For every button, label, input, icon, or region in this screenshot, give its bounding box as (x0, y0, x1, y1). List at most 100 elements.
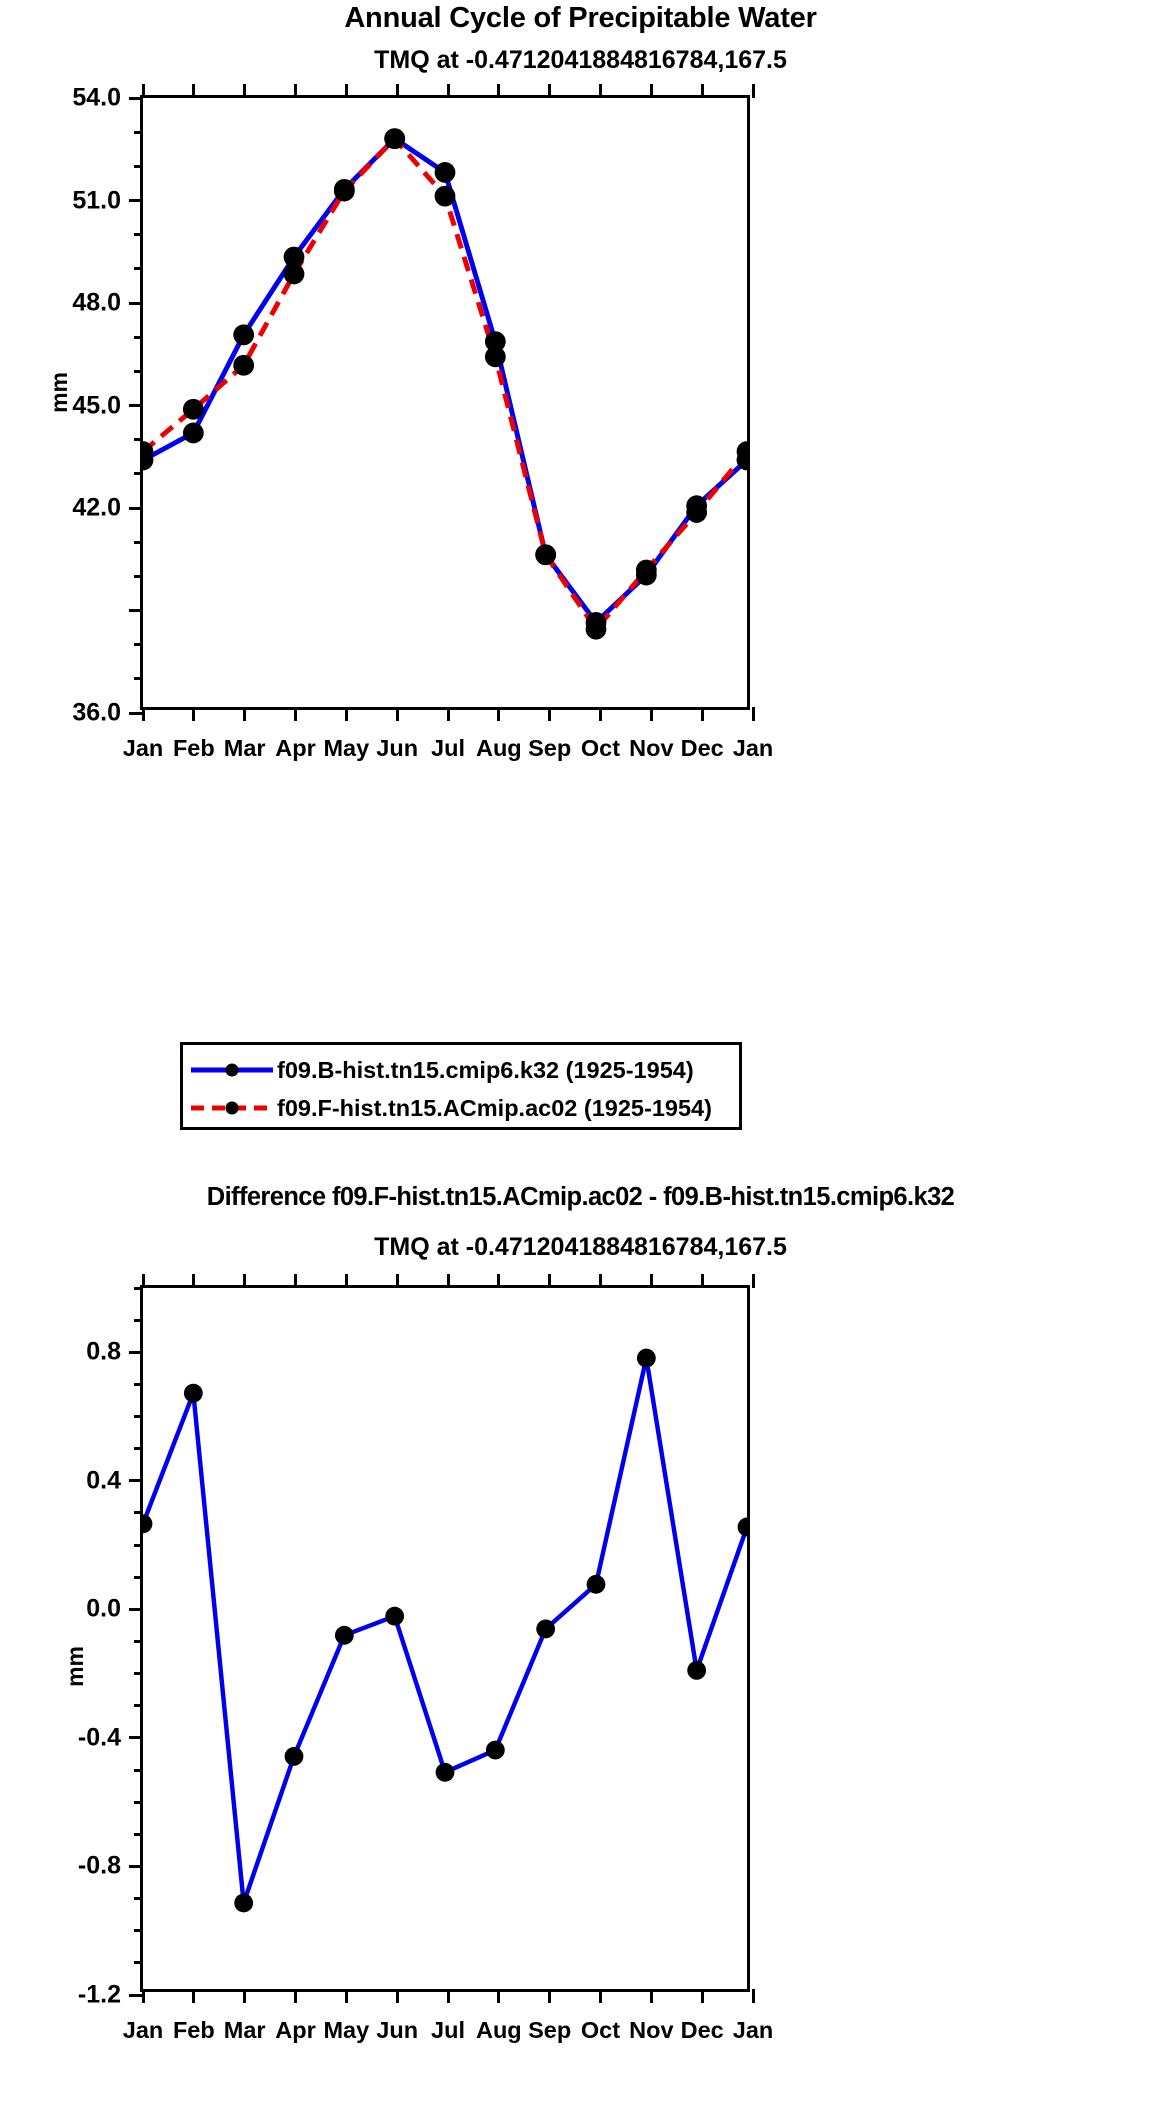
data-point-marker (143, 441, 154, 462)
legend-item-f-hist[interactable]: f09.F-hist.tn15.ACmip.ac02 (1925-1954) (183, 1089, 739, 1127)
x-axis-tick (141, 707, 145, 721)
data-point-marker (234, 1893, 254, 1913)
x-axis-top-tick (243, 1274, 247, 1288)
x-axis-top-tick (243, 84, 247, 98)
y-axis-minor-tick (134, 233, 143, 237)
legend-label-b-hist: f09.B-hist.tn15.cmip6.k32 (1925-1954) (277, 1056, 694, 1083)
y-axis-minor-tick (134, 164, 143, 168)
x-axis-top-tick (751, 84, 755, 98)
x-axis-tick (243, 1989, 247, 2003)
x-axis-tick-label: Dec (680, 2017, 724, 2043)
data-point-marker (635, 559, 657, 581)
y-axis-minor-tick (134, 438, 143, 442)
x-axis-tick (192, 1989, 196, 2003)
x-axis-tick-label: Oct (580, 2017, 621, 2043)
y-axis-major-tick (129, 1607, 143, 1611)
data-point-marker (736, 441, 747, 462)
x-axis-tick (497, 707, 501, 721)
data-point-marker (585, 618, 607, 640)
data-point-marker (182, 398, 204, 420)
x-axis-tick (395, 1989, 399, 2003)
y-axis-tick-label: 51.0 (72, 186, 121, 214)
x-axis-tick-label: May (323, 735, 370, 761)
series-line-0 (143, 1357, 747, 1904)
x-axis-tick (294, 707, 297, 721)
x-axis-tick-label: Nov (629, 735, 674, 761)
y-axis-major-tick (129, 1993, 143, 1997)
y-axis-minor-tick (134, 1897, 143, 1901)
x-axis-top-tick (192, 1274, 196, 1288)
y-axis-minor-tick (134, 1800, 143, 1804)
x-axis-top-tick (395, 1274, 399, 1288)
x-axis-top-tick (548, 84, 552, 98)
series-line-0 (143, 135, 747, 627)
x-axis-top-tick (497, 1274, 501, 1288)
top-chart-y-axis-label: mm (46, 372, 72, 413)
x-axis-tick (344, 707, 348, 721)
y-axis-tick-label: -0.4 (77, 1723, 121, 1752)
x-axis-top-tick (141, 1274, 145, 1288)
x-axis-tick (446, 707, 450, 721)
y-axis-major-tick (129, 96, 143, 100)
y-axis-minor-tick (134, 130, 143, 134)
x-axis-tick-label: Aug (475, 2017, 522, 2043)
bottom-chart-plot-area: -1.2 -0.8 -0.4 0.0 0.4 0.8 Jan Feb Mar Apr May Jun J… (78, 1274, 773, 2043)
x-axis-tick-label: Jan (732, 2017, 774, 2043)
y-axis-tick-label: 48.0 (72, 288, 121, 317)
y-axis-minor-tick (134, 1286, 143, 1290)
y-axis-tick-label: 36.0 (72, 698, 121, 727)
y-axis-tick-label: 0.0 (86, 1594, 121, 1623)
data-point-marker (535, 544, 557, 566)
legend: f09.B-hist.tn15.cmip6.k32 (1925-1954) f0… (180, 1042, 742, 1130)
x-axis-tick (141, 1989, 145, 2003)
data-point-marker (434, 162, 456, 183)
data-point-marker (586, 1574, 606, 1594)
y-axis-minor-tick (134, 677, 143, 681)
y-axis-minor-tick (134, 1929, 143, 1933)
data-point-marker (283, 246, 305, 268)
legend-label-f-hist: f09.F-hist.tn15.ACmip.ac02 (1925-1954) (277, 1094, 712, 1121)
x-axis-tick-label: Feb (172, 2017, 215, 2043)
x-axis-top-tick (294, 1274, 297, 1288)
data-point-marker (485, 1740, 505, 1760)
x-axis-tick (497, 1989, 501, 2003)
y-axis-major-tick (129, 404, 143, 407)
y-axis-tick-label: -1.2 (77, 1980, 121, 2009)
x-axis-tick-label: Mar (223, 2017, 266, 2043)
y-axis-major-tick (129, 301, 143, 305)
y-axis-tick-label: -0.8 (77, 1851, 121, 1880)
y-axis-minor-tick (134, 574, 143, 578)
x-axis-tick-label: Feb (172, 735, 215, 761)
legend-item-b-hist[interactable]: f09.B-hist.tn15.cmip6.k32 (1925-1954) (183, 1051, 739, 1089)
y-axis-major-tick (129, 1736, 143, 1740)
y-axis-major-tick (129, 1479, 143, 1483)
y-axis-major-tick (129, 1864, 143, 1868)
y-axis-tick-label: 54.0 (72, 83, 121, 112)
x-axis-top-tick (700, 84, 704, 98)
x-axis-top-tick (446, 84, 450, 98)
x-axis-top-tick (141, 84, 145, 98)
x-axis-tick-label: Jan (122, 2017, 164, 2043)
y-axis-minor-tick (134, 1704, 143, 1708)
legend-line-sample-dashed (189, 1097, 275, 1119)
data-point-marker (687, 1660, 707, 1680)
x-axis-tick-label: Mar (223, 735, 266, 761)
data-point-marker (333, 180, 355, 202)
y-axis-minor-tick (134, 643, 143, 647)
x-axis-tick (548, 1989, 552, 2003)
x-axis-top-tick (294, 84, 297, 98)
x-axis-tick (649, 1989, 653, 2003)
y-axis-minor-tick (134, 1511, 143, 1515)
data-point-marker (182, 422, 204, 444)
x-axis-tick (395, 707, 399, 721)
x-axis-tick (700, 707, 704, 721)
x-axis-tick (649, 707, 653, 721)
data-point-marker (284, 1746, 304, 1766)
y-axis-major-tick (129, 506, 143, 510)
bottom-chart-title: Difference f09.F-hist.tn15.ACmip.ac02 - … (206, 1183, 955, 1211)
y-axis-major-tick (129, 199, 143, 202)
y-axis-minor-tick (134, 1543, 143, 1547)
x-axis-tick-label: Jun (376, 735, 419, 761)
x-axis-tick-label: Jun (376, 2017, 419, 2043)
